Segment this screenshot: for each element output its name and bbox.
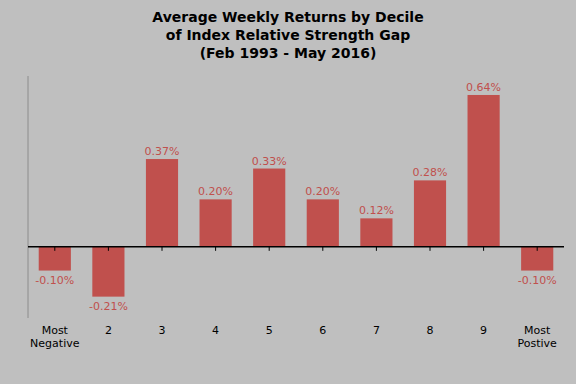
bar: [92, 247, 124, 297]
x-tick: [108, 247, 109, 251]
bar: [39, 247, 71, 271]
data-label: 0.37%: [145, 145, 180, 158]
x-tick-label: 5: [266, 324, 273, 337]
x-tick-label: 2: [105, 324, 112, 337]
bar: [307, 199, 339, 246]
bar: [414, 180, 446, 246]
chart: Average Weekly Returns by Decileof Index…: [0, 0, 576, 384]
x-tick-label: 8: [427, 324, 434, 337]
bar: [521, 247, 553, 271]
x-tick-label: 4: [212, 324, 219, 337]
y-range-line: [28, 76, 29, 318]
chart-container: Average Weekly Returns by Decileof Index…: [0, 0, 576, 384]
x-tick: [376, 247, 377, 251]
x-tick: [269, 247, 270, 251]
x-tick-label: MostNegative: [30, 324, 80, 350]
x-tick-label: 9: [480, 324, 487, 337]
bar: [200, 199, 232, 246]
title: Average Weekly Returns by Decileof Index…: [152, 9, 423, 61]
data-label: -0.10%: [35, 274, 74, 287]
x-tick: [54, 247, 55, 251]
x-tick: [483, 247, 484, 251]
bars: [39, 95, 554, 297]
x-tick-label: MostPostive: [518, 324, 558, 350]
data-label: 0.33%: [252, 155, 287, 168]
bar: [360, 218, 392, 246]
bar: [253, 169, 285, 247]
data-label: -0.21%: [89, 300, 128, 313]
x-tick: [215, 247, 216, 251]
data-label: 0.64%: [466, 81, 501, 94]
x-tick: [430, 247, 431, 251]
x-tick: [322, 247, 323, 251]
x-tick-label: 7: [373, 324, 380, 337]
bar: [146, 159, 178, 247]
x-tick: [162, 247, 163, 251]
data-label: 0.28%: [413, 166, 448, 179]
x-tick-label: 3: [159, 324, 166, 337]
x-tick-label: 6: [319, 324, 326, 337]
bar: [468, 95, 500, 247]
data-label: -0.10%: [518, 274, 557, 287]
data-label: 0.12%: [359, 204, 394, 217]
data-label: 0.20%: [198, 185, 233, 198]
x-tick: [537, 247, 538, 251]
data-label: 0.20%: [305, 185, 340, 198]
